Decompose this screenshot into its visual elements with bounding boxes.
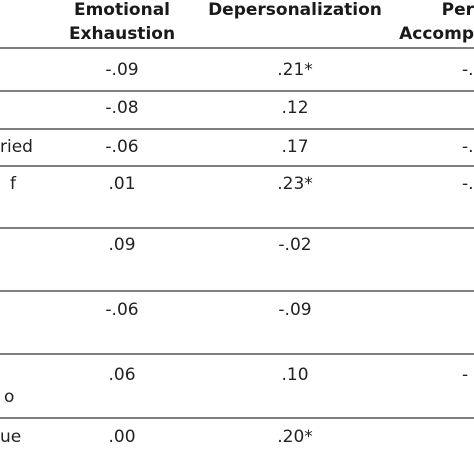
column-header: Per xyxy=(442,0,474,20)
cell: -. xyxy=(462,174,474,194)
cell: -.02 xyxy=(278,235,311,255)
row-label: f xyxy=(10,174,17,194)
cell: -.06 xyxy=(105,300,138,320)
column-header: Depersonalization xyxy=(208,0,382,20)
column-header: Accomp xyxy=(399,24,474,44)
row-label: ried xyxy=(0,137,33,157)
cell: .09 xyxy=(108,235,135,255)
cell: .00 xyxy=(108,427,135,447)
cell: -. xyxy=(462,137,474,157)
cell: -. xyxy=(462,60,474,80)
cell: -.08 xyxy=(105,98,138,118)
cell: .01 xyxy=(108,174,135,194)
cell: -.09 xyxy=(105,60,138,80)
cell: -.09 xyxy=(278,300,311,320)
cell: .20* xyxy=(277,427,313,447)
cell: -.06 xyxy=(105,137,138,157)
row-label: o xyxy=(4,387,14,407)
cell: .21* xyxy=(277,60,313,80)
column-header: Emotional xyxy=(74,0,170,20)
cell: .10 xyxy=(281,365,308,385)
cell: .06 xyxy=(108,365,135,385)
cell: .17 xyxy=(281,137,308,157)
cell: - xyxy=(462,365,468,385)
row-label: ue xyxy=(0,427,21,447)
column-header: Exhaustion xyxy=(69,24,175,44)
cell: .23* xyxy=(277,174,313,194)
cell: .12 xyxy=(281,98,308,118)
